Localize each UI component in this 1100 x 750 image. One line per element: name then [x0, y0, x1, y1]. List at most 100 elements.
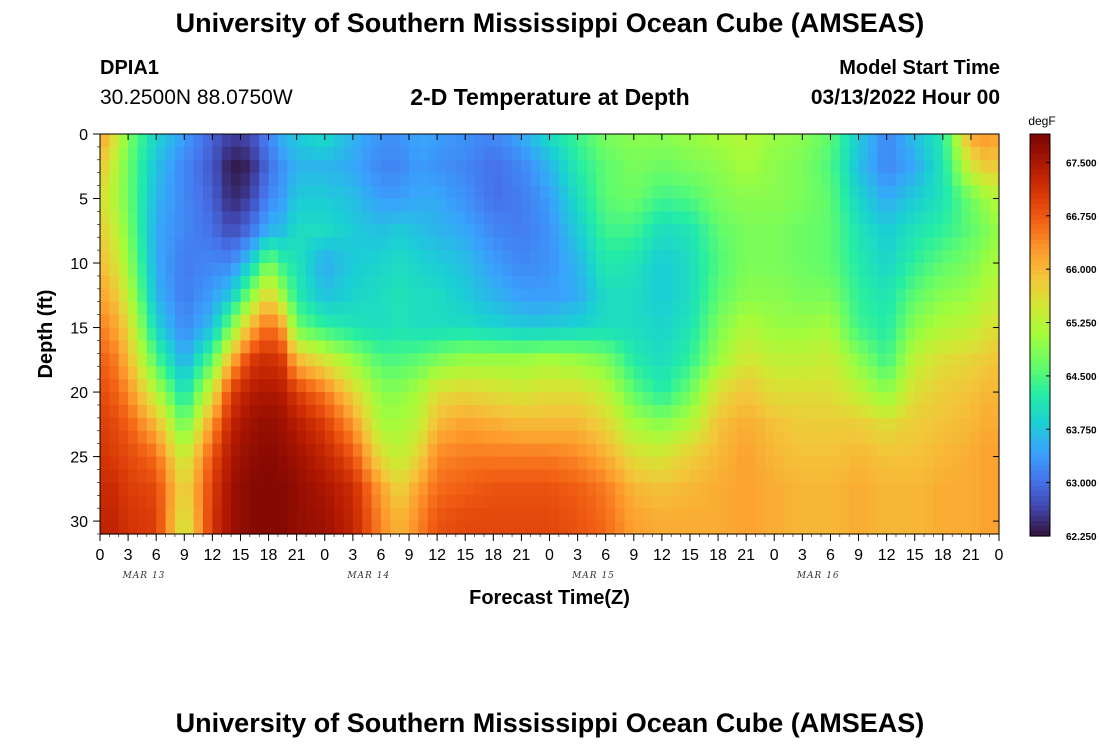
- heatmap-cell: [268, 443, 279, 458]
- heatmap-cell: [643, 198, 654, 213]
- heatmap-cell: [867, 198, 878, 213]
- heatmap-cell: [352, 456, 363, 471]
- heatmap-cell: [474, 469, 485, 483]
- heatmap-cell: [970, 301, 981, 316]
- heatmap-cell: [409, 404, 419, 419]
- heatmap-cell: [549, 482, 560, 496]
- heatmap-cell: [137, 237, 148, 251]
- heatmap-cell: [802, 288, 813, 303]
- heatmap-cell: [521, 366, 532, 380]
- heatmap-cell: [821, 353, 832, 367]
- heatmap-cell: [493, 224, 504, 238]
- heatmap-cell: [287, 146, 298, 161]
- heatmap-cell: [558, 430, 569, 445]
- heatmap-cell: [390, 482, 401, 496]
- heatmap-cell: [203, 456, 213, 471]
- heatmap-cell: [474, 224, 485, 238]
- heatmap-cell: [727, 417, 738, 432]
- heatmap-cell: [259, 456, 270, 471]
- heatmap-cell: [633, 275, 644, 290]
- heatmap-cell: [886, 392, 897, 406]
- heatmap-cell: [755, 224, 766, 238]
- heatmap-cell: [895, 379, 906, 393]
- heatmap-cell: [689, 185, 700, 200]
- heatmap-cell: [605, 482, 616, 496]
- heatmap-cell: [783, 198, 794, 213]
- heatmap-cell: [184, 521, 195, 535]
- heatmap-cell: [952, 340, 963, 354]
- heatmap-cell: [212, 327, 223, 342]
- heatmap-cell: [184, 263, 195, 277]
- heatmap-cell: [380, 327, 391, 342]
- heatmap-cell: [830, 327, 841, 342]
- heatmap-cell: [203, 508, 213, 522]
- heatmap-cell: [493, 417, 504, 432]
- heatmap-cell: [118, 263, 129, 277]
- heatmap-cell: [605, 521, 616, 535]
- heatmap-cell: [380, 314, 391, 329]
- heatmap-cell: [652, 379, 663, 393]
- heatmap-cell: [418, 263, 429, 277]
- heatmap-cell: [980, 250, 991, 264]
- heatmap-cell: [727, 443, 738, 458]
- x-tick-label: 21: [737, 547, 755, 564]
- heatmap-cell: [849, 301, 860, 316]
- heatmap-cell: [259, 340, 270, 354]
- heatmap-cell: [193, 301, 204, 316]
- heatmap-cell: [137, 314, 148, 329]
- heatmap-cell: [774, 495, 785, 509]
- heatmap-cell: [633, 159, 644, 174]
- heatmap-cell: [203, 224, 213, 238]
- heatmap-cell: [277, 314, 288, 329]
- heatmap-cell: [586, 275, 597, 290]
- heatmap-cell: [942, 301, 953, 316]
- heatmap-cell: [212, 250, 223, 264]
- heatmap-cell: [418, 392, 429, 406]
- heatmap-cell: [296, 430, 307, 445]
- heatmap-cell: [568, 211, 579, 225]
- heatmap-cell: [586, 456, 597, 471]
- y-tick-label: 5: [79, 192, 88, 209]
- heatmap-cell: [605, 185, 616, 200]
- heatmap-cell: [736, 469, 747, 483]
- heatmap-cell: [118, 288, 129, 303]
- heatmap-cell: [877, 250, 888, 264]
- heatmap-cell: [605, 469, 616, 483]
- heatmap-cell: [455, 340, 466, 354]
- heatmap-cell: [727, 185, 738, 200]
- heatmap-cell: [446, 392, 457, 406]
- heatmap-cell: [980, 146, 991, 161]
- heatmap-cell: [877, 443, 888, 458]
- heatmap-cell: [540, 508, 551, 522]
- heatmap-cell: [689, 198, 700, 213]
- heatmap-cell: [502, 469, 513, 483]
- heatmap-cell: [109, 469, 120, 483]
- heatmap-cell: [746, 159, 757, 174]
- heatmap-cell: [615, 159, 626, 174]
- heatmap-cell: [512, 159, 523, 174]
- heatmap-cell: [231, 508, 242, 522]
- heatmap-cell: [942, 404, 953, 419]
- heatmap-cell: [203, 327, 213, 342]
- heatmap-cell: [980, 314, 991, 329]
- heatmap-cell: [783, 366, 794, 380]
- heatmap-cell: [661, 159, 672, 174]
- heatmap-cell: [352, 314, 363, 329]
- heatmap-cell: [277, 185, 288, 200]
- heatmap-cell: [249, 314, 260, 329]
- heatmap-cell: [699, 263, 710, 277]
- heatmap-cell: [802, 134, 813, 148]
- colorbar-segment: [1030, 385, 1050, 391]
- heatmap-cell: [671, 366, 682, 380]
- heatmap-cell: [315, 146, 326, 161]
- heatmap-cell: [830, 340, 841, 354]
- heatmap-cell: [296, 353, 307, 367]
- heatmap-cell: [783, 237, 794, 251]
- heatmap-cell: [736, 379, 747, 393]
- heatmap-cell: [268, 185, 279, 200]
- heatmap-cell: [671, 288, 682, 303]
- heatmap-cell: [231, 263, 242, 277]
- heatmap-cell: [586, 521, 597, 535]
- heatmap-cell: [671, 443, 682, 458]
- heatmap-cell: [970, 495, 981, 509]
